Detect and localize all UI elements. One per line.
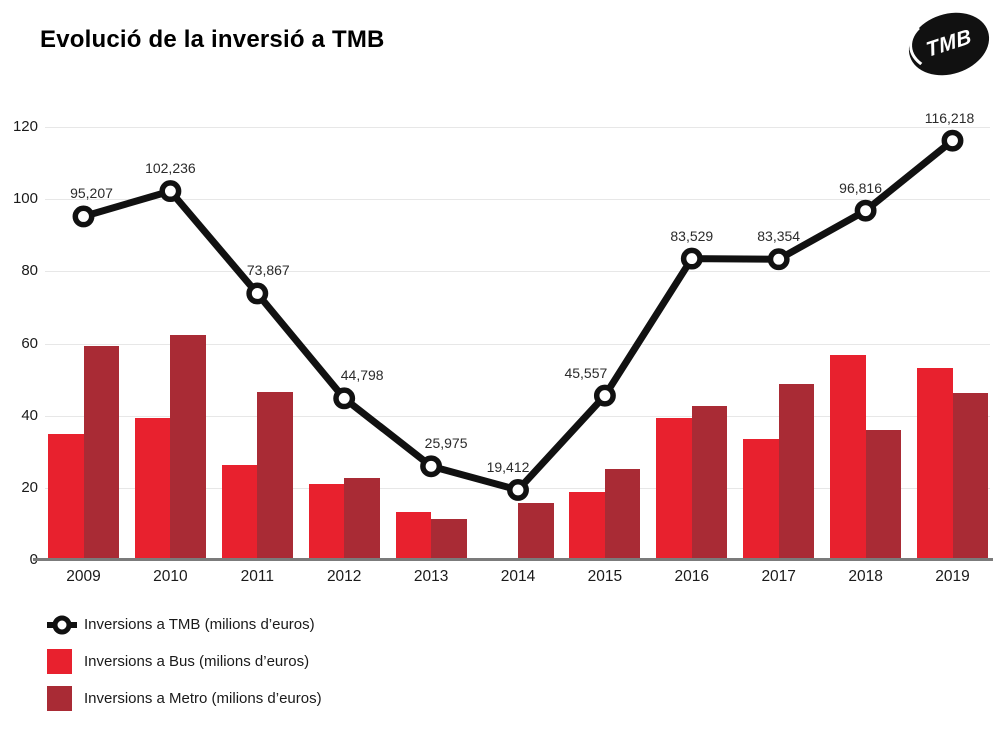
bar-metro-2017	[778, 384, 815, 560]
bar-bus-2015	[569, 491, 605, 560]
x-tick-label-2010: 2010	[153, 568, 188, 585]
legend-color-swatch-icon	[47, 686, 84, 711]
line-marker-2017	[767, 248, 790, 271]
line-marker-2013	[420, 455, 443, 478]
y-tick-label: 80	[21, 262, 38, 280]
line-marker-2018	[854, 199, 877, 222]
bar-metro-2009	[83, 346, 119, 560]
point-label-2011: 73,867	[246, 262, 290, 279]
bar-metro-2010	[170, 335, 206, 560]
gridline-y-120	[45, 127, 990, 128]
bar-metro-2018	[865, 430, 902, 560]
y-tick-label: 120	[12, 118, 38, 135]
point-label-2015: 45,557	[564, 364, 608, 381]
x-tick-label-2018: 2018	[848, 568, 883, 585]
bar-bus-2013	[395, 511, 432, 560]
y-tick-label: 100	[12, 190, 38, 208]
line-marker-2019	[941, 129, 964, 152]
line-marker-2014	[507, 479, 529, 501]
bar-bus-2011	[221, 465, 258, 560]
bar-metro-2015	[604, 469, 641, 560]
gridline-y-80	[45, 271, 990, 273]
x-tick-label-2017: 2017	[761, 568, 796, 585]
legend-item-tmb: Inversions a TMB (milions d’euros)	[47, 612, 322, 637]
legend-color-swatch-icon	[47, 649, 84, 674]
bar-metro-2014	[518, 502, 554, 560]
bar-bus-2010	[134, 418, 171, 560]
line-marker-2015	[593, 384, 616, 407]
bar-metro-2013	[431, 519, 467, 560]
bar-bus-2012	[308, 484, 345, 560]
point-label-2009: 95,207	[70, 185, 113, 202]
line-marker-2011	[246, 282, 269, 305]
y-tick-label: 60	[21, 334, 38, 352]
line-marker-2016	[680, 247, 703, 270]
bar-bus-2016	[656, 417, 692, 560]
x-tick-label-2013: 2013	[413, 568, 449, 585]
bar-metro-2011	[257, 391, 293, 560]
x-axis-line	[33, 558, 993, 561]
legend-label: Inversions a Bus (milions d’euros)	[84, 653, 310, 670]
legend-line-marker-icon	[47, 613, 84, 637]
line-marker-2012	[333, 387, 356, 410]
point-label-2019: 116,218	[924, 109, 975, 126]
x-tick-label-2016: 2016	[674, 568, 710, 585]
bar-bus-2018	[830, 355, 866, 560]
line-marker-2010	[159, 180, 182, 203]
legend-label: Inversions a Metro (milions d’euros)	[84, 690, 322, 707]
x-tick-label-2015: 2015	[587, 568, 623, 585]
tmb-logo: TMB	[900, 2, 998, 86]
bar-bus-2017	[743, 439, 779, 560]
legend-item-metro: Inversions a Metro (milions d’euros)	[47, 686, 322, 711]
bar-bus-2019	[917, 368, 953, 560]
legend-item-bus: Inversions a Bus (milions d’euros)	[47, 649, 322, 674]
point-label-2010: 102,236	[145, 160, 196, 177]
gridline-y-100	[45, 199, 990, 201]
line-marker-2009	[72, 205, 95, 228]
page-title: Evolució de la inversió a TMB	[40, 26, 385, 53]
bar-metro-2016	[691, 405, 728, 560]
y-tick-label: 20	[21, 478, 38, 496]
x-tick-label-2009: 2009	[66, 568, 101, 585]
legend-label: Inversions a TMB (milions d’euros)	[84, 616, 315, 633]
x-tick-label-2019: 2019	[935, 568, 970, 585]
y-tick-label: 40	[21, 406, 38, 424]
legend: Inversions a TMB (milions d’euros) Invers…	[47, 612, 322, 723]
point-label-2018: 96,816	[839, 179, 882, 196]
point-label-2014: 19,412	[486, 458, 530, 475]
bar-bus-2009	[48, 433, 84, 560]
bar-metro-2012	[344, 478, 380, 560]
tmb-logo-text: TMB	[924, 24, 974, 63]
x-tick-label-2014: 2014	[500, 568, 536, 585]
point-label-2016: 83,529	[670, 227, 714, 244]
bar-metro-2019	[952, 392, 988, 560]
x-tick-label-2011: 2011	[240, 568, 274, 585]
x-tick-label-2012: 2012	[326, 568, 362, 585]
point-label-2017: 83,354	[757, 228, 801, 245]
point-label-2013: 25,975	[424, 435, 468, 452]
tmb-logo-ellipse: TMB	[900, 2, 998, 86]
point-label-2012: 44,798	[340, 367, 384, 384]
